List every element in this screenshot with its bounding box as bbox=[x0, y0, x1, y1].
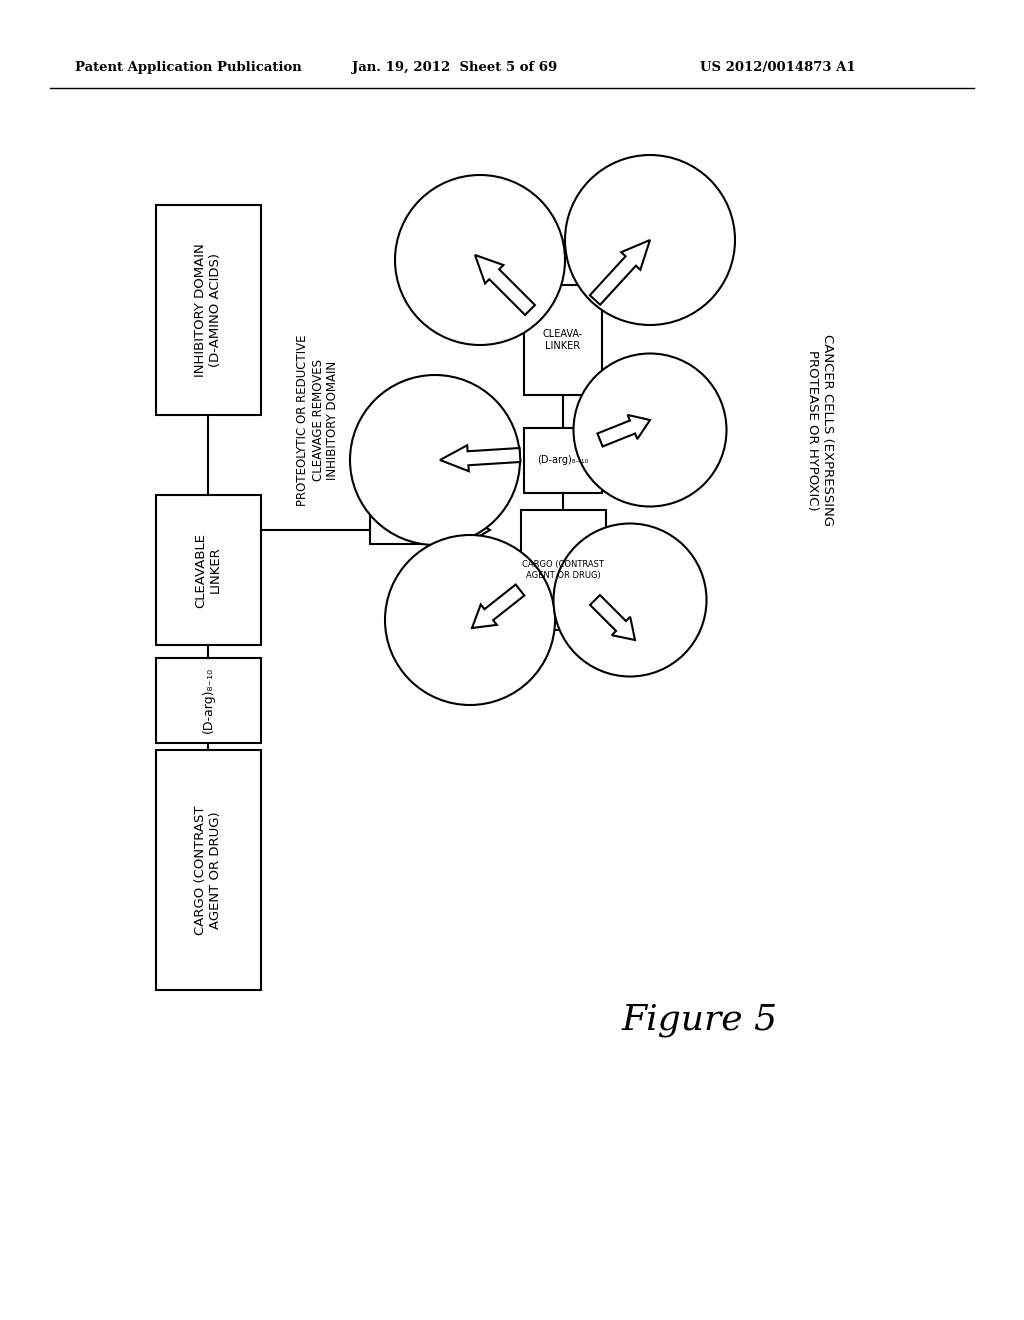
Ellipse shape bbox=[573, 354, 726, 507]
Text: Figure 5: Figure 5 bbox=[622, 1003, 778, 1038]
Polygon shape bbox=[370, 504, 490, 556]
Text: PROTEOLYTIC OR REDUCTIVE
CLEAVAGE REMOVES
INHIBITORY DOMAIN: PROTEOLYTIC OR REDUCTIVE CLEAVAGE REMOVE… bbox=[297, 334, 340, 506]
Polygon shape bbox=[597, 414, 650, 446]
Polygon shape bbox=[590, 595, 635, 640]
Ellipse shape bbox=[565, 154, 735, 325]
Text: (D-arg)₈₋₁₀: (D-arg)₈₋₁₀ bbox=[202, 667, 214, 733]
Polygon shape bbox=[590, 240, 650, 305]
Bar bbox=[524, 428, 602, 492]
Text: Patent Application Publication: Patent Application Publication bbox=[75, 62, 302, 74]
Text: CANCER CELLS (EXPRESSING
PROTEASE OR HYPOXIC): CANCER CELLS (EXPRESSING PROTEASE OR HYP… bbox=[806, 334, 834, 525]
Text: CLEAVA-
LINKER: CLEAVA- LINKER bbox=[543, 329, 583, 351]
Bar bbox=[156, 750, 260, 990]
Bar bbox=[520, 510, 605, 630]
Ellipse shape bbox=[395, 176, 565, 345]
Bar bbox=[156, 205, 260, 414]
Text: Jan. 19, 2012  Sheet 5 of 69: Jan. 19, 2012 Sheet 5 of 69 bbox=[352, 62, 557, 74]
Bar bbox=[156, 495, 260, 645]
Text: CARGO (CONTRAST
AGENT OR DRUG): CARGO (CONTRAST AGENT OR DRUG) bbox=[194, 805, 222, 935]
Ellipse shape bbox=[554, 524, 707, 676]
Polygon shape bbox=[472, 585, 524, 628]
Polygon shape bbox=[475, 255, 535, 315]
Text: CARGO (CONTRAST
AGENT OR DRUG): CARGO (CONTRAST AGENT OR DRUG) bbox=[522, 560, 604, 579]
Text: CLEAVABLE
LINKER: CLEAVABLE LINKER bbox=[194, 532, 222, 607]
Ellipse shape bbox=[350, 375, 520, 545]
Bar bbox=[156, 657, 260, 742]
Ellipse shape bbox=[385, 535, 555, 705]
Polygon shape bbox=[440, 445, 520, 471]
Text: (D-arg)₈₋₁₀: (D-arg)₈₋₁₀ bbox=[538, 455, 589, 465]
Text: INHIBITORY DOMAIN
(D-AMINO ACIDS): INHIBITORY DOMAIN (D-AMINO ACIDS) bbox=[194, 243, 222, 378]
Text: US 2012/0014873 A1: US 2012/0014873 A1 bbox=[700, 62, 856, 74]
Bar bbox=[524, 285, 602, 395]
